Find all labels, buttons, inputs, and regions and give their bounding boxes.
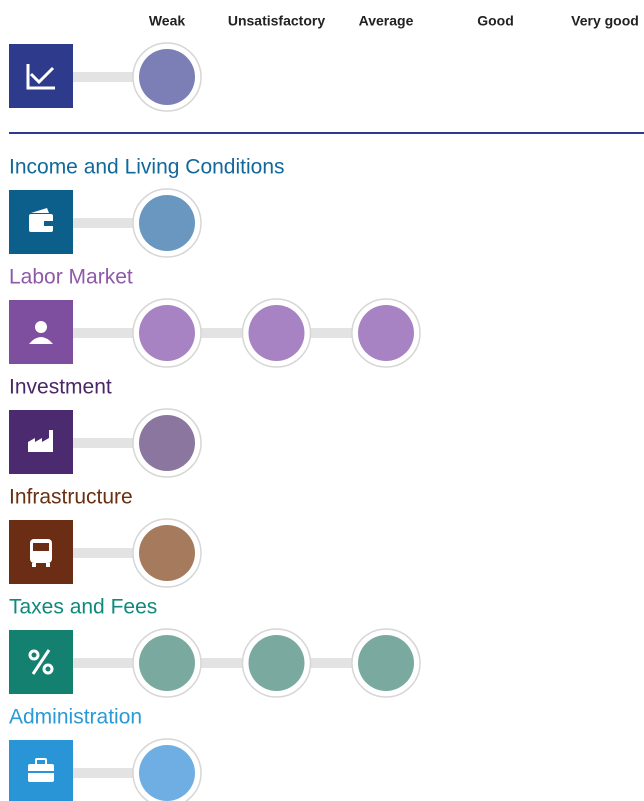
rating-dot bbox=[139, 195, 195, 251]
rating-dot bbox=[139, 49, 195, 105]
icon-glyph bbox=[35, 758, 47, 766]
icon-glyph bbox=[26, 64, 55, 90]
scale-label: Average bbox=[359, 13, 414, 29]
rating-dot bbox=[139, 415, 195, 471]
icon-glyph bbox=[32, 563, 36, 567]
icon-glyph bbox=[33, 543, 49, 551]
icon-glyph bbox=[29, 214, 53, 232]
icon-glyph bbox=[46, 563, 50, 567]
icon bbox=[9, 630, 73, 694]
rating-dot bbox=[139, 745, 195, 801]
icon bbox=[9, 300, 73, 364]
icon-glyph bbox=[42, 663, 54, 675]
icon-glyph bbox=[28, 649, 40, 661]
icon bbox=[9, 410, 73, 474]
row-label: Investment bbox=[9, 376, 112, 399]
row-label: Income and Living Conditions bbox=[9, 156, 285, 179]
icon-glyph bbox=[29, 337, 53, 344]
icon-glyph bbox=[31, 649, 51, 675]
icon-glyph bbox=[44, 221, 53, 226]
icon bbox=[9, 740, 73, 801]
row-label: Labor Market bbox=[9, 266, 133, 289]
scale-label: Weak bbox=[149, 13, 186, 29]
rating-dot bbox=[139, 635, 195, 691]
icon bbox=[9, 44, 73, 108]
scale-label: Very good bbox=[571, 13, 639, 29]
icon bbox=[9, 520, 73, 584]
row-label: Taxes and Fees bbox=[9, 596, 157, 619]
icon-box bbox=[9, 44, 73, 108]
icon bbox=[9, 190, 73, 254]
rating-dot bbox=[139, 525, 195, 581]
rating-dot bbox=[358, 305, 414, 361]
icon-glyph bbox=[31, 208, 49, 213]
scale-label: Good bbox=[477, 13, 514, 29]
rating-dot bbox=[248, 305, 305, 361]
row-label: Administration bbox=[9, 706, 142, 729]
rating-dot bbox=[248, 635, 305, 691]
icon-glyph bbox=[28, 430, 53, 452]
rating-dot bbox=[358, 635, 414, 691]
row-label: Infrastructure bbox=[9, 486, 133, 509]
scale-label: Unsatisfactory bbox=[228, 13, 325, 29]
icon-glyph bbox=[35, 321, 47, 333]
rating-dot bbox=[139, 305, 195, 361]
